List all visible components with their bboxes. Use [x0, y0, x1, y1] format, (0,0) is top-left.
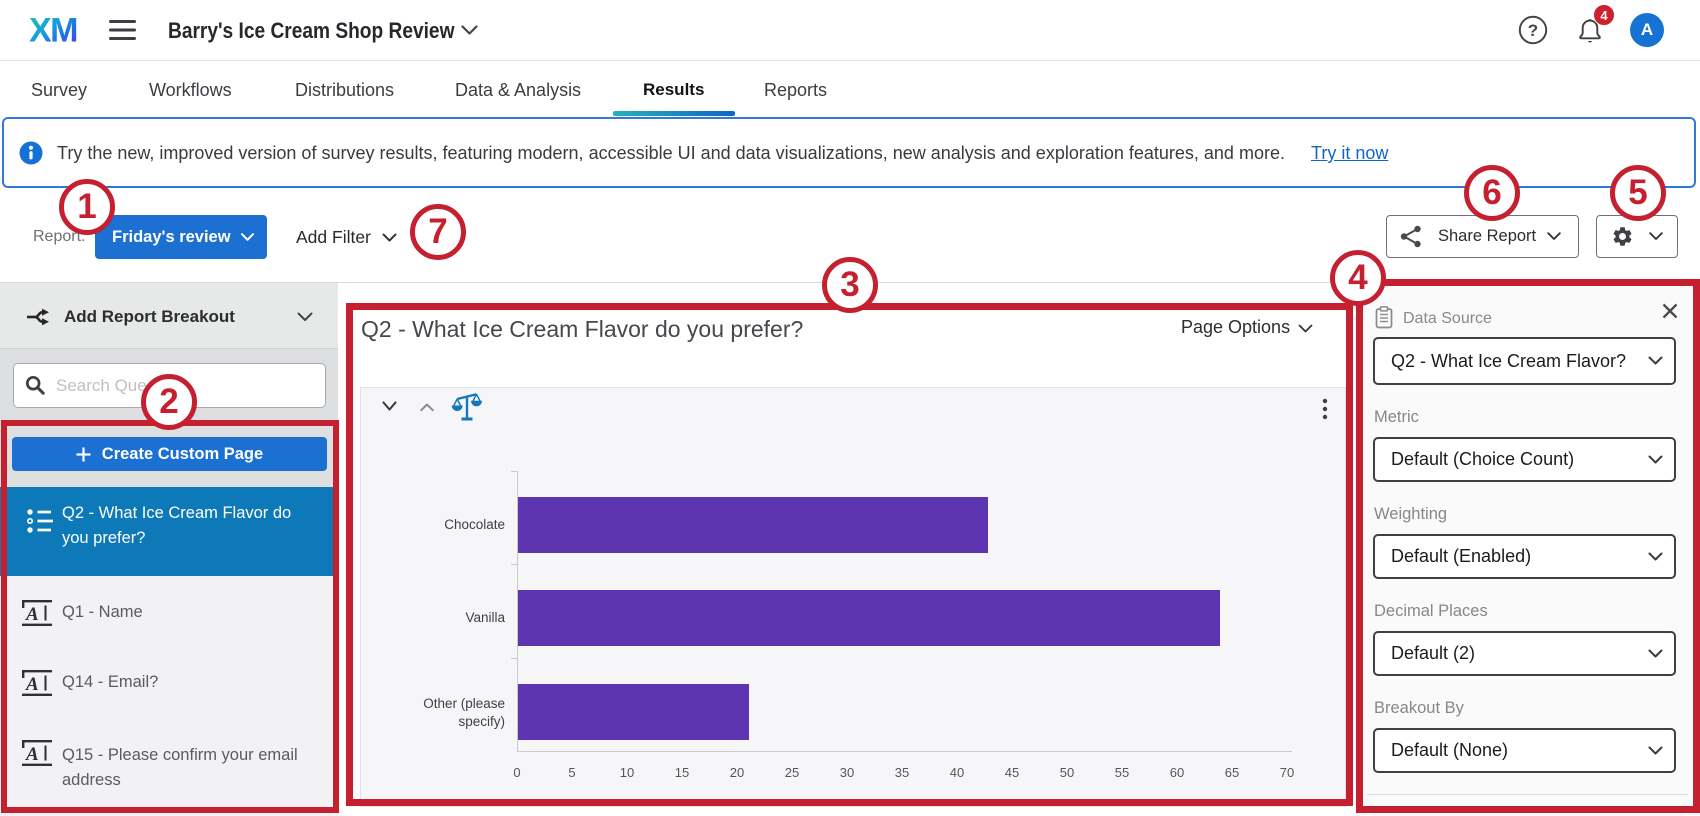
- svg-text:XM: XM: [29, 12, 77, 48]
- svg-text:?: ?: [1528, 21, 1538, 40]
- svg-text:A: A: [25, 744, 39, 765]
- svg-text:A: A: [25, 604, 39, 625]
- svg-text:A: A: [25, 674, 39, 695]
